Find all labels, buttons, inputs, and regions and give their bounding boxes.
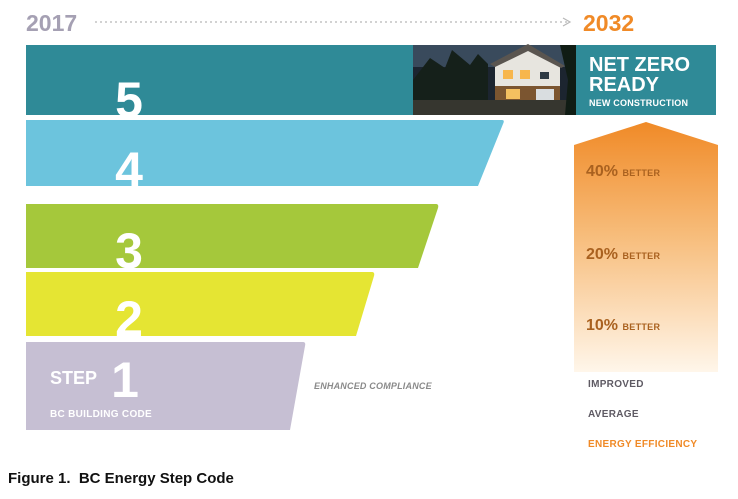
level-10-word: BETTER — [622, 322, 661, 332]
enhanced-compliance-label: ENHANCED COMPLIANCE — [314, 381, 432, 391]
net-zero-line1: NET ZERO — [589, 54, 691, 76]
performance-arrow — [574, 122, 718, 372]
step-2-band — [26, 272, 375, 336]
new-construction-label: NEW CONSTRUCTION — [589, 98, 689, 108]
step-1-band — [26, 342, 306, 430]
step-1-number: 1 — [111, 352, 139, 408]
step-5-number: 5 — [115, 72, 143, 128]
level-10: 10% BETTER — [586, 317, 660, 335]
house-photo — [413, 44, 576, 115]
step-5-band — [26, 45, 716, 115]
step-3-number: 3 — [115, 223, 143, 279]
step-label: STEP — [50, 368, 98, 388]
net-zero-line2: READY — [589, 74, 660, 96]
level-10-pct: 10% — [586, 317, 619, 334]
legend-average: AVERAGE — [588, 409, 639, 420]
net-zero-title: NET ZERO READY — [589, 55, 690, 95]
step-2-number: 2 — [115, 291, 143, 347]
level-40: 40% BETTER — [586, 163, 660, 181]
level-40-pct: 40% — [586, 163, 619, 180]
start-year: 2017 — [26, 10, 78, 36]
level-20-word: BETTER — [622, 251, 661, 261]
level-40-word: BETTER — [622, 168, 661, 178]
figure-caption: Figure 1. BC Energy Step Code — [8, 470, 234, 487]
timeline-arrow — [95, 17, 572, 27]
step-3-band — [26, 204, 439, 268]
legend-energy-efficiency: ENERGY EFFICIENCY — [588, 439, 698, 450]
level-20: 20% BETTER — [586, 246, 660, 264]
bc-building-code-label: BC BUILDING CODE — [50, 409, 153, 420]
step-4-number: 4 — [115, 142, 143, 198]
level-20-pct: 20% — [586, 246, 619, 263]
end-year: 2032 — [583, 10, 635, 36]
legend-improved: IMPROVED — [588, 379, 644, 390]
step-4-band — [26, 120, 504, 186]
